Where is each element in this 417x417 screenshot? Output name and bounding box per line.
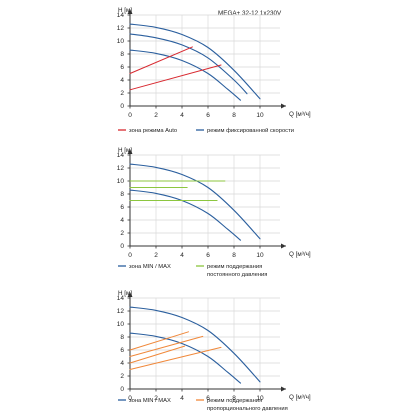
series-line-curve-1 <box>129 163 261 240</box>
x-tick-label: 4 <box>180 112 184 119</box>
y-tick-label: 0 <box>120 386 124 393</box>
x-tick-label: 6 <box>206 395 210 402</box>
y-tick-label: 2 <box>120 230 124 237</box>
y-tick-label: 8 <box>120 51 124 58</box>
x-tick-label: 0 <box>128 252 132 259</box>
y-tick-label: 4 <box>120 217 124 224</box>
y-tick-label: 12 <box>117 165 125 172</box>
x-axis-label: Q [м³/ч] <box>289 394 311 401</box>
series-line-curve-2 <box>129 33 248 95</box>
x-tick-label: 2 <box>154 395 158 402</box>
y-axis-label: H [м] <box>118 7 132 14</box>
legend: зона MIN / MAX режим поддержания пропорцио… <box>118 398 288 412</box>
y-tick-label: 4 <box>120 360 124 367</box>
legend-label: режим поддержания <box>207 398 262 404</box>
y-tick-label: 0 <box>120 243 124 250</box>
y-tick-label: 14 <box>117 152 125 159</box>
series-line-curve-1 <box>129 306 261 383</box>
x-tick-label: 4 <box>180 252 184 259</box>
chart-title: MEGA+ 32-12 1x230V <box>218 10 282 17</box>
y-axis-label: H [м] <box>118 290 132 297</box>
x-tick-label: 8 <box>232 112 236 119</box>
y-tick-label: 8 <box>120 334 124 341</box>
series-line-prop-5 <box>129 345 186 364</box>
y-tick-label: 8 <box>120 191 124 198</box>
x-tick-label: 4 <box>180 395 184 402</box>
x-axis-arrow-icon <box>281 386 286 392</box>
y-tick-label: 10 <box>117 38 125 45</box>
series-line-prop-6 <box>129 346 222 370</box>
y-axis-label: H [м] <box>118 147 132 154</box>
series-line-curve-2 <box>129 189 242 241</box>
y-tick-label: 6 <box>120 347 124 354</box>
legend-label: зона режима Auto <box>129 128 177 134</box>
legend-label: режим поддержания <box>207 264 262 270</box>
y-tick-label: 14 <box>117 12 125 19</box>
y-tick-label: 10 <box>117 321 125 328</box>
x-tick-label: 8 <box>232 252 236 259</box>
x-tick-label: 2 <box>154 252 158 259</box>
series-line-curve-1 <box>129 23 261 100</box>
x-tick-label: 10 <box>256 395 264 402</box>
x-tick-label: 8 <box>232 395 236 402</box>
x-tick-label: 0 <box>128 395 132 402</box>
x-tick-label: 10 <box>256 112 264 119</box>
legend-label: зона MIN / MAX <box>129 398 171 404</box>
legend-label-line2: постоянного давления <box>207 272 267 278</box>
series-line-auto-5 <box>129 64 222 91</box>
x-axis-arrow-icon <box>281 103 286 109</box>
x-tick-label: 10 <box>256 252 264 259</box>
y-tick-label: 0 <box>120 103 124 110</box>
legend: зона режима Auto режим фиксированной скор… <box>118 127 294 134</box>
series-line-curve-3 <box>129 49 242 101</box>
y-tick-label: 6 <box>120 64 124 71</box>
series-line-curve-2 <box>129 332 242 384</box>
y-tick-label: 6 <box>120 204 124 211</box>
chart-panel-2: 0 2 4 6 8 10 12 14 0 2 4 6 8 10 H [м] Q [м³/ч] зона MIN … <box>117 147 311 278</box>
x-axis-arrow-icon <box>281 243 286 249</box>
x-tick-label: 0 <box>128 112 132 119</box>
x-axis-label: Q [м³/ч] <box>289 251 311 258</box>
y-axis-arrow-icon <box>127 149 133 154</box>
y-axis-arrow-icon <box>127 292 133 297</box>
y-tick-label: 2 <box>120 373 124 380</box>
legend-label-line2: пропорционального давления <box>207 406 288 412</box>
series-line-prop-3 <box>129 331 189 351</box>
chart-panel-1: 0 2 4 6 8 10 12 14 0 2 4 6 8 10 H [м] Q [м³/ч] зона режи… <box>117 7 311 134</box>
y-tick-label: 2 <box>120 90 124 97</box>
x-tick-label: 6 <box>206 112 210 119</box>
y-tick-label: 4 <box>120 77 124 84</box>
y-tick-label: 12 <box>117 25 125 32</box>
legend-label: режим фиксированной скорости <box>207 127 294 134</box>
x-axis-label: Q [м³/ч] <box>289 111 311 118</box>
y-tick-label: 12 <box>117 308 125 315</box>
legend-label: зона MIN / MAX <box>129 264 171 270</box>
x-tick-label: 2 <box>154 112 158 119</box>
series-line-prop-4 <box>129 335 204 357</box>
y-tick-label: 14 <box>117 295 125 302</box>
y-axis-arrow-icon <box>127 9 133 14</box>
series-line-auto-4 <box>129 46 193 74</box>
legend: зона MIN / MAX режим поддержания постоянно… <box>118 264 267 278</box>
x-tick-label: 6 <box>206 252 210 259</box>
y-tick-label: 10 <box>117 178 125 185</box>
